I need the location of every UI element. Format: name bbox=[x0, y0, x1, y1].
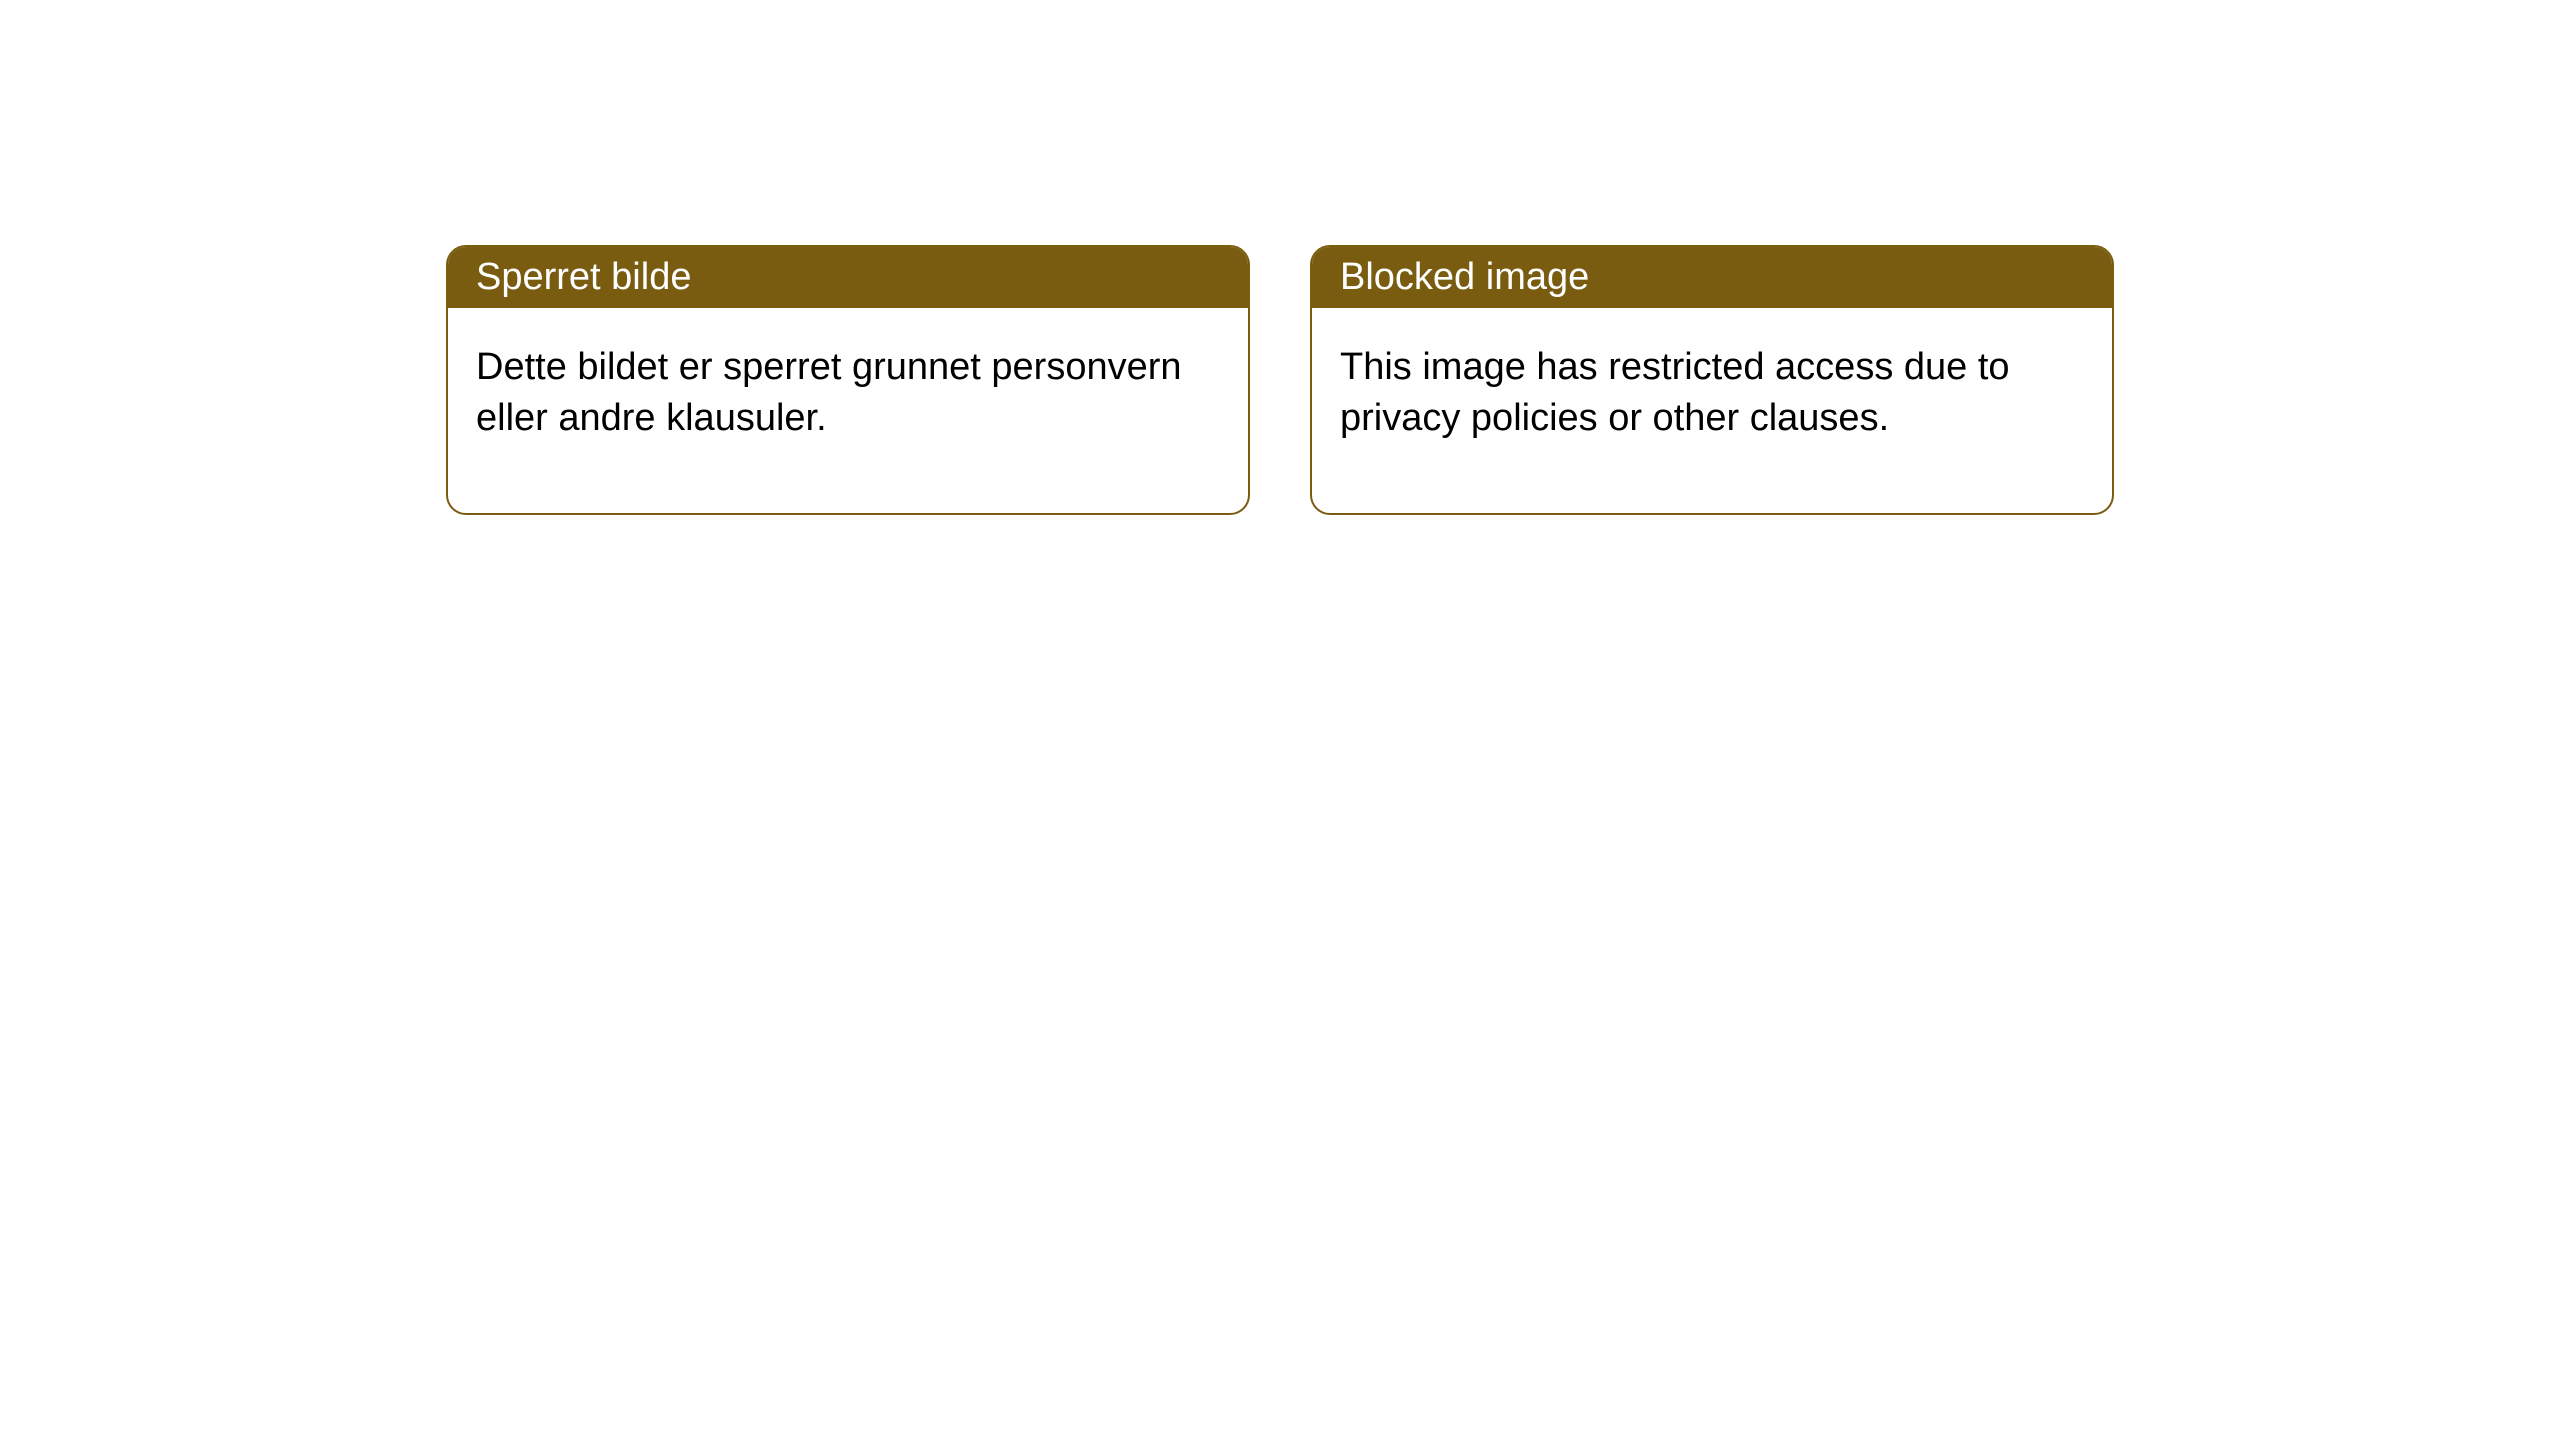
notice-body: This image has restricted access due to … bbox=[1312, 308, 2112, 513]
notice-body-text: Dette bildet er sperret grunnet personve… bbox=[476, 346, 1182, 439]
notice-card-norwegian: Sperret bilde Dette bildet er sperret gr… bbox=[446, 245, 1250, 515]
notice-body-text: This image has restricted access due to … bbox=[1340, 346, 2010, 439]
notice-title: Sperret bilde bbox=[476, 256, 691, 298]
notice-body: Dette bildet er sperret grunnet personve… bbox=[448, 308, 1248, 513]
notice-header: Sperret bilde bbox=[448, 247, 1248, 308]
notice-container: Sperret bilde Dette bildet er sperret gr… bbox=[446, 245, 2114, 515]
notice-header: Blocked image bbox=[1312, 247, 2112, 308]
notice-card-english: Blocked image This image has restricted … bbox=[1310, 245, 2114, 515]
notice-title: Blocked image bbox=[1340, 256, 1589, 298]
